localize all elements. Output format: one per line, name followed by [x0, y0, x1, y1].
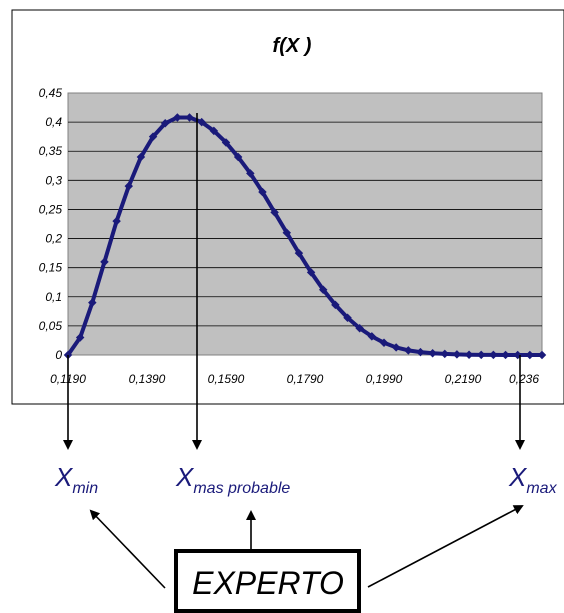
- data-point: [355, 323, 364, 333]
- data-point: [379, 338, 389, 348]
- data-point: [185, 113, 194, 122]
- data-point: [294, 248, 304, 258]
- y-tick-label: 0,25: [39, 202, 63, 216]
- data-point: [391, 343, 401, 352]
- data-point: [112, 216, 121, 226]
- data-point: [428, 349, 437, 358]
- data-point: [160, 119, 170, 128]
- data-point: [416, 347, 425, 357]
- x-tick-label: 0,1590: [208, 372, 245, 386]
- series-line: [66, 115, 542, 357]
- data-point: [75, 333, 85, 342]
- data-point: [88, 298, 97, 307]
- data-point: [404, 346, 413, 355]
- label-xmode: Xmas probable: [175, 462, 290, 497]
- data-point: [148, 132, 158, 141]
- y-tick-label: 0,3: [45, 173, 62, 187]
- y-axis: 0 0,05 0,1 0,15 0,2 0,25 0,3 0,35 0,4 0,45: [39, 86, 63, 362]
- arrow-expert-to-xmin: [89, 509, 166, 589]
- y-tick-label: 0,4: [45, 115, 62, 129]
- plot-area: [67, 92, 543, 356]
- data-point: [197, 117, 206, 127]
- x-tick-label: 0,1990: [366, 372, 403, 386]
- data-point: [282, 228, 292, 237]
- data-point: [173, 113, 182, 122]
- data-point: [136, 152, 146, 162]
- label-xmin: Xmin: [54, 462, 98, 497]
- data-point: [489, 350, 498, 360]
- expert-label: EXPERTO: [192, 565, 344, 601]
- data-point: [270, 208, 279, 217]
- x-axis: 0,1190 0,1390 0,1590 0,1790 0,1990 0,2190 0,23…: [50, 372, 539, 386]
- data-point: [258, 187, 267, 197]
- data-point: [209, 126, 219, 136]
- y-tick-label: 0,35: [39, 144, 63, 158]
- data-point: [476, 350, 486, 360]
- data-point: [537, 350, 547, 360]
- data-point: [343, 313, 352, 322]
- y-tick-label: 0,05: [39, 319, 63, 333]
- label-xmax: Xmax: [508, 462, 558, 497]
- data-point: [331, 300, 340, 310]
- expert-box: [174, 549, 361, 613]
- arrow-expert-to-xmax: [367, 505, 524, 588]
- x-tick-label: 0,1390: [129, 372, 166, 386]
- series-layer: [63, 113, 547, 360]
- y-tick-label: 0,15: [39, 261, 63, 275]
- grid-lines: [68, 121, 542, 327]
- data-point: [501, 350, 510, 360]
- data-point: [306, 268, 316, 277]
- data-point: [367, 332, 377, 341]
- data-point: [246, 169, 255, 178]
- y-tick-label: 0,45: [39, 86, 63, 100]
- data-point: [525, 350, 535, 360]
- y-tick-label: 0,1: [45, 290, 62, 304]
- x-tick-label: 0,2190: [445, 372, 482, 386]
- data-point: [221, 138, 231, 147]
- y-tick-label: 0: [55, 348, 62, 362]
- y-tick-label: 0,2: [45, 232, 62, 246]
- x-tick-label: 0,1790: [287, 372, 324, 386]
- data-point: [124, 181, 134, 191]
- data-point: [440, 349, 450, 359]
- data-point: [464, 350, 474, 359]
- data-point: [318, 285, 328, 295]
- chart-title: f(X ): [273, 35, 312, 57]
- x-tick-label: 0,236: [509, 372, 539, 386]
- data-point: [452, 350, 462, 359]
- data-point: [100, 257, 109, 267]
- data-point: [233, 152, 243, 162]
